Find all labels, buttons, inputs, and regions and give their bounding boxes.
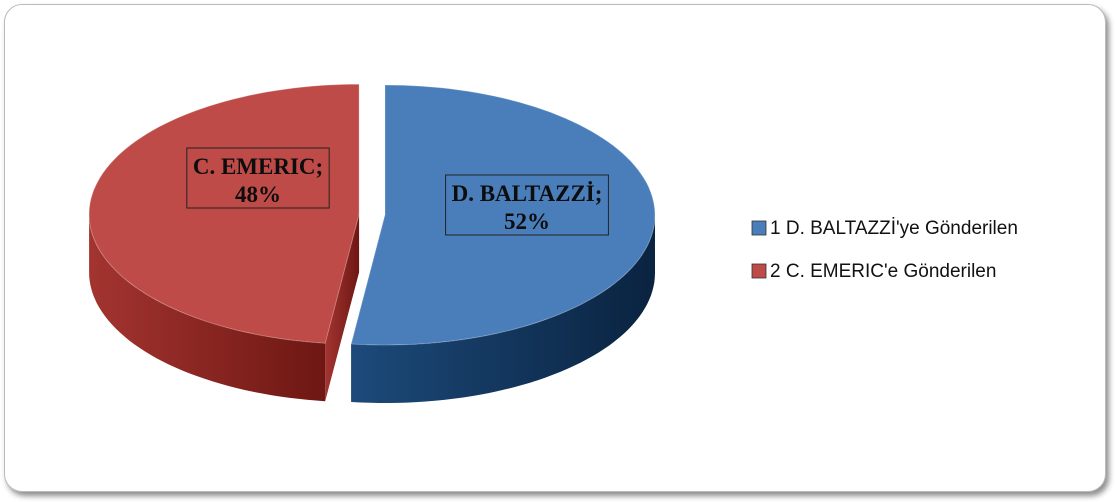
legend-swatch: [751, 220, 767, 236]
legend-label: 2 C. EMERIC'e Gönderilen: [770, 261, 996, 282]
data-label-box: [445, 174, 609, 236]
legend-swatch: [751, 263, 767, 279]
slice: C. EMERIC; 48%: [88, 83, 360, 402]
data-label-value: 48%: [235, 182, 281, 207]
slice: [88, 83, 360, 344]
data-label-name: C. EMERIC;: [193, 154, 323, 179]
slice-side: [89, 214, 326, 402]
data-label-value: 52%: [504, 209, 550, 234]
data-label-name: D. BALTAZZİ;: [452, 181, 603, 206]
slice-side: [351, 215, 655, 403]
slice: D. BALTAZZİ; 52%: [350, 84, 656, 403]
slice-cut-face: [325, 214, 360, 402]
data-label-box: [186, 147, 330, 209]
legend-label: 1 D. BALTAZZİ'ye Gönderilen: [770, 218, 1018, 239]
slice: [350, 84, 656, 346]
